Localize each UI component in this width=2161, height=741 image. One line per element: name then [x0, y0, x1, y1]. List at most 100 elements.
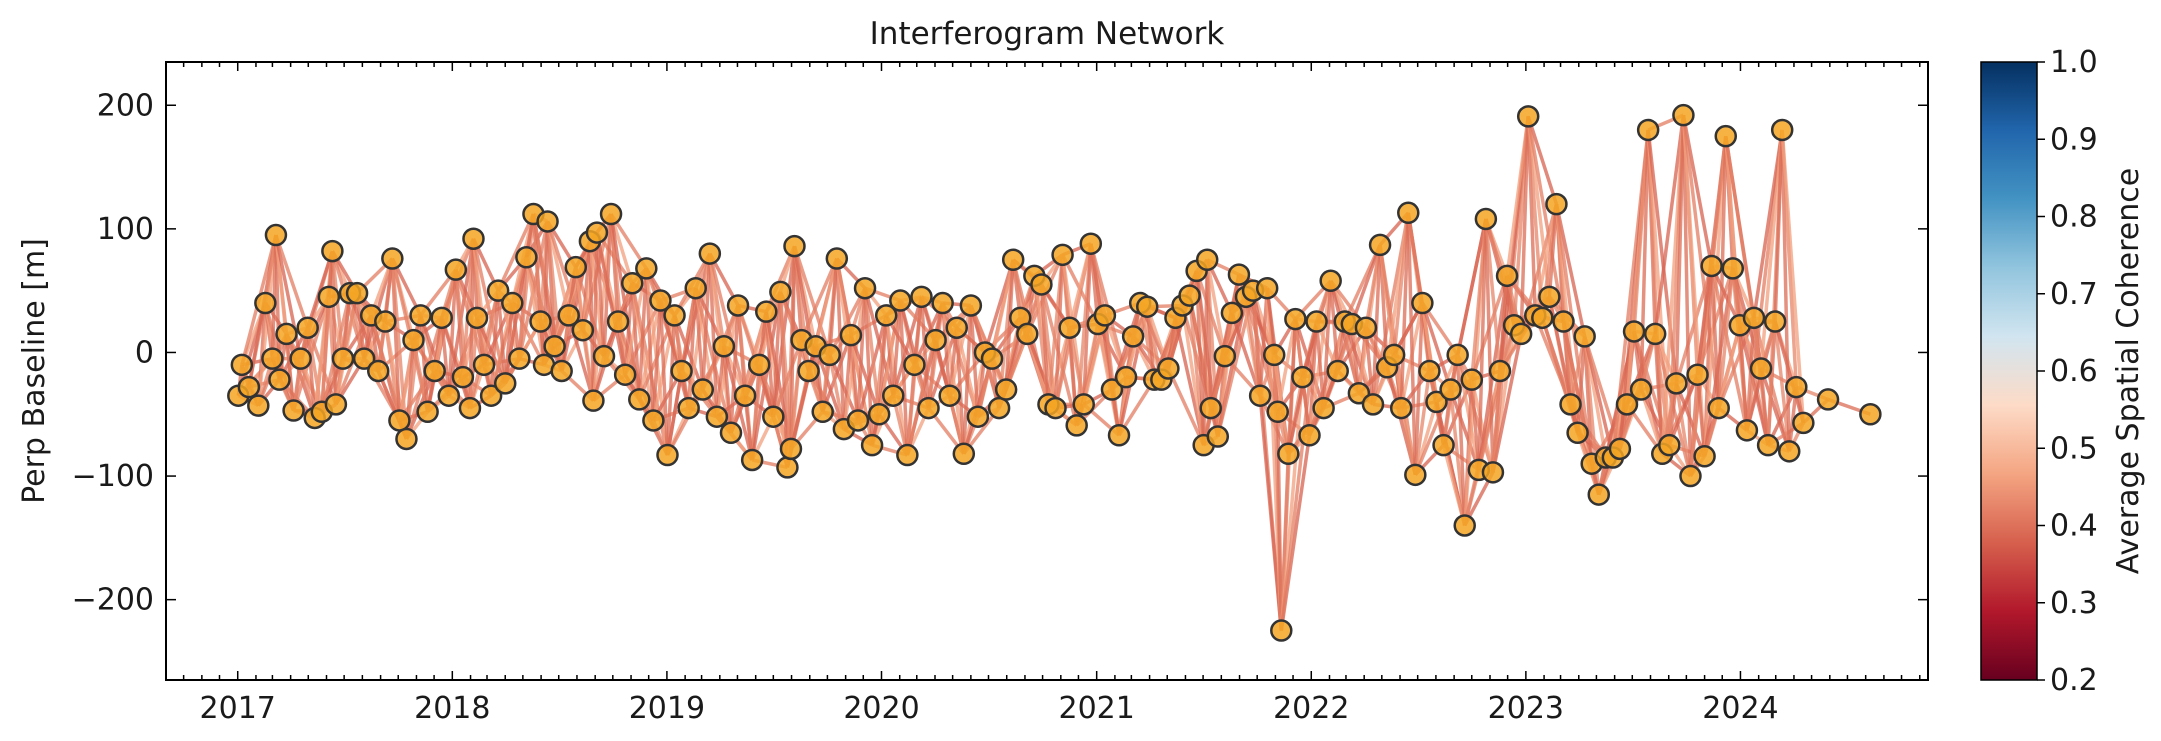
acquisition-point	[924, 328, 947, 352]
interferogram-edge	[1441, 444, 1467, 526]
interferogram-edge	[708, 253, 719, 417]
acquisition-point	[1227, 263, 1251, 286]
acquisition-point	[1566, 421, 1589, 445]
x-tick-label: 2018	[414, 691, 490, 726]
acquisition-point	[465, 306, 489, 330]
acquisition-point	[1079, 232, 1103, 255]
interferogram-edge	[1773, 129, 1784, 322]
acquisition-point	[1615, 393, 1639, 416]
acquisition-point	[818, 343, 842, 367]
interferogram-edge	[990, 259, 1015, 360]
acquisition-point	[486, 279, 510, 302]
acquisition-point	[1509, 322, 1533, 346]
acquisition-point	[423, 359, 446, 383]
acquisition-point	[247, 394, 270, 417]
acquisition-point	[1291, 365, 1314, 389]
acquisition-point	[860, 433, 884, 457]
acquisition-point	[1326, 359, 1349, 383]
interferogram-edge	[542, 221, 550, 365]
acquisition-point	[853, 276, 877, 300]
interferogram-edge	[1477, 218, 1488, 470]
interferogram-edge	[1681, 114, 1721, 409]
acquisition-point	[1742, 306, 1766, 330]
interferogram-edge	[828, 354, 846, 430]
interferogram-edge	[955, 327, 966, 454]
colorbar-tick-label: 0.5	[2050, 431, 2098, 466]
colorbar-tick-label: 0.2	[2050, 663, 2098, 698]
acquisition-point	[1453, 514, 1476, 537]
acquisition-point	[1305, 310, 1328, 333]
colorbar-tick-label: 0.7	[2050, 277, 2098, 312]
acquisition-point	[1792, 411, 1815, 435]
acquisition-point	[1030, 273, 1053, 296]
acquisition-point	[458, 396, 482, 420]
interferogram-edge	[672, 314, 705, 391]
interferogram-edge	[306, 250, 335, 329]
acquisition-point	[1220, 301, 1244, 325]
colorbar-tick-label: 0.3	[2050, 586, 2098, 621]
interferogram-edge	[602, 213, 613, 357]
acquisition-point	[649, 289, 672, 312]
acquisition-point	[1312, 396, 1335, 420]
y-tick-label: 200	[97, 88, 154, 123]
acquisition-point	[931, 291, 954, 315]
acquisition-point	[839, 323, 863, 347]
acquisition-point	[1587, 483, 1611, 506]
acquisition-point	[1266, 400, 1290, 424]
interferogram-edge	[1067, 243, 1093, 329]
acquisition-point	[1643, 322, 1667, 346]
acquisition-point	[733, 384, 757, 407]
acquisition-point	[1107, 424, 1131, 447]
y-tick-label: −100	[72, 459, 154, 494]
interferogram-edge	[863, 287, 895, 397]
y-axis-label: Perp Baseline [m]	[17, 238, 52, 504]
acquisition-point	[1016, 322, 1039, 346]
acquisition-point	[1446, 343, 1469, 367]
interferogram-edge	[665, 315, 677, 456]
acquisition-point	[515, 246, 538, 269]
interferogram-edge	[330, 251, 338, 405]
acquisition-point	[1707, 396, 1730, 420]
acquisition-point	[536, 210, 559, 233]
interferogram-edge	[969, 305, 980, 417]
acquisition-point	[1714, 124, 1738, 148]
interferogram-edge	[1413, 302, 1425, 475]
acquisition-point	[1665, 372, 1688, 395]
interferogram-edge	[877, 315, 888, 415]
interferogram-edge	[789, 246, 797, 449]
interferogram-edge	[1709, 265, 1721, 409]
acquisition-point	[1693, 445, 1716, 468]
interferogram-edge	[789, 339, 804, 450]
interferogram-edge	[1653, 114, 1686, 335]
interferogram-edge	[1547, 204, 1559, 297]
acquisition-point	[769, 280, 792, 304]
interferogram-edge	[595, 232, 606, 357]
interferogram-edge	[1286, 318, 1298, 454]
acquisition-point	[1763, 310, 1787, 333]
acquisition-point	[1481, 461, 1505, 484]
acquisition-point	[1778, 440, 1801, 463]
interferogram-edge	[1314, 321, 1326, 409]
acquisition-point	[628, 388, 651, 411]
acquisition-point	[1686, 363, 1709, 386]
acquisition-point	[1270, 619, 1293, 642]
interferogram-edge	[947, 305, 973, 397]
acquisition-point	[582, 389, 605, 412]
acquisition-point	[910, 285, 933, 309]
acquisition-point	[1538, 285, 1561, 309]
interferogram-edge	[1455, 218, 1488, 356]
interferogram-edge	[891, 296, 924, 397]
interferogram-edge	[1399, 212, 1411, 409]
interferogram-edge	[609, 213, 634, 284]
acquisition-point	[1460, 368, 1484, 391]
acquisition-point	[1545, 192, 1568, 216]
interferogram-edge	[1166, 367, 1206, 446]
acquisition-point	[642, 409, 665, 432]
acquisition-point	[1051, 243, 1074, 267]
acquisition-point	[755, 300, 778, 323]
acquisition-point	[1622, 320, 1646, 343]
interferogram-edge	[1667, 374, 1700, 446]
acquisition-point	[917, 396, 940, 420]
interferogram-edge	[1752, 129, 1784, 319]
interferogram-edge	[489, 290, 500, 396]
